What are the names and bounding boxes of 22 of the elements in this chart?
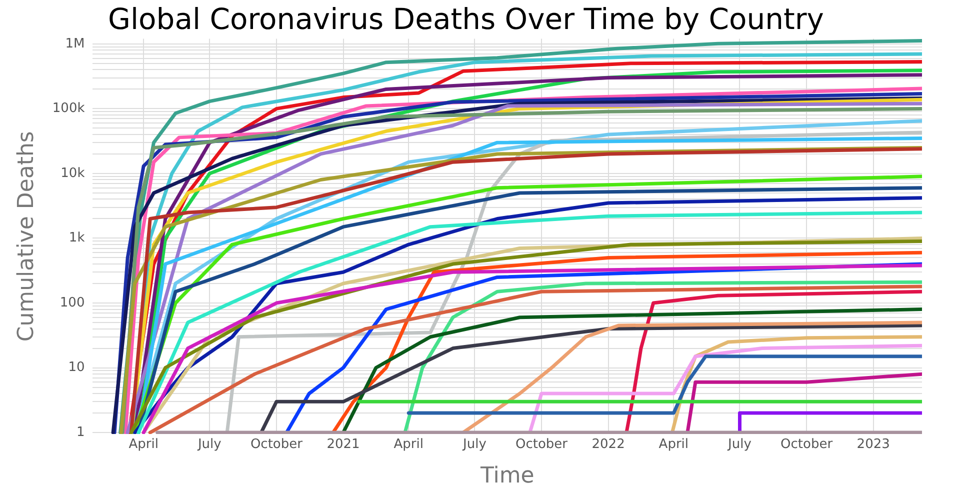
y-tick-label: 10 [68, 360, 85, 376]
y-tick-label: 100 [60, 295, 85, 310]
x-tick-label: July [727, 437, 752, 452]
x-tick-label: April [394, 437, 424, 452]
x-tick-label: 2023 [856, 437, 890, 452]
y-tick-label: 1M [65, 36, 85, 52]
x-tick-label: October [250, 437, 304, 452]
x-tick-label: April [128, 437, 158, 452]
x-tick-label: October [780, 437, 834, 452]
x-tick-label: April [658, 437, 689, 452]
x-tick-label: 2021 [326, 437, 360, 452]
y-tick-label: 100k [52, 101, 86, 116]
x-axis-title: Time [479, 464, 534, 489]
x-tick-label: 2022 [592, 437, 625, 452]
x-tick-label: July [196, 437, 222, 452]
chart-title: Global Coronavirus Deaths Over Time by Country [108, 2, 824, 36]
x-tick-label: October [515, 437, 568, 452]
y-tick-label: 10k [60, 166, 86, 181]
y-tick-label: 1k [68, 230, 86, 246]
x-tick-label: July [462, 437, 487, 452]
y-tick-label: 1 [76, 424, 85, 440]
y-axis-title: Cumulative Deaths [14, 131, 39, 342]
